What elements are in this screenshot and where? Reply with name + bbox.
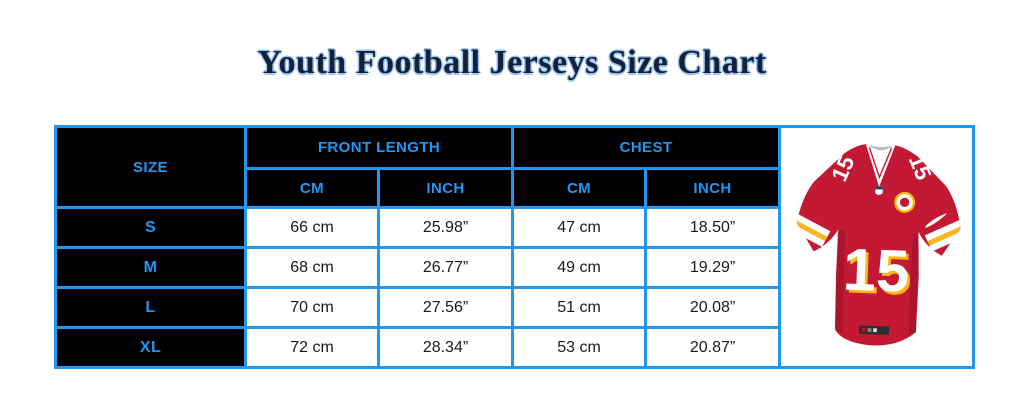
- front-inch-l: 27.56”: [376, 286, 515, 329]
- header-row-groups: SIZE FRONT LENGTH CHEST: [54, 125, 976, 369]
- col-header-front-cm: CM: [244, 167, 380, 209]
- front-cm-s: 66 cm: [244, 206, 380, 249]
- table-row-l: L 70 cm 27.56” 51 cm 20.08”: [54, 286, 974, 329]
- col-header-chest-inch: INCH: [644, 167, 782, 209]
- col-header-front-length: FRONT LENGTH: [243, 125, 515, 170]
- jersey-graphic: 15 15: [792, 143, 963, 346]
- chest-inch-m: 19.29”: [644, 246, 782, 289]
- jock-tag: [858, 325, 889, 335]
- front-cm-l: 70 cm: [244, 286, 380, 329]
- chest-inch-l: 20.08”: [644, 286, 782, 329]
- chest-inch-xl: 20.87”: [644, 326, 782, 369]
- nike-swoosh-icon: [924, 213, 947, 229]
- col-header-front-inch: INCH: [376, 167, 515, 209]
- chest-cm-xl: 53 cm: [511, 326, 648, 369]
- col-header-size: SIZE: [54, 125, 247, 209]
- page-title: Youth Football Jerseys Size Chart: [257, 44, 767, 81]
- size-label-s: S: [54, 206, 247, 249]
- collar-back-band: [867, 144, 894, 151]
- table-row-xl: XL 72 cm 28.34” 53 cm 20.87”: [54, 326, 974, 369]
- size-label-l: L: [54, 286, 247, 329]
- size-label-xl: XL: [54, 326, 247, 369]
- header-row-units: CM INCH CM INCH: [56, 167, 974, 209]
- chest-cm-m: 49 cm: [511, 246, 648, 289]
- size-label-m: M: [54, 246, 247, 289]
- jersey-number: 15: [841, 236, 910, 305]
- collar-inner-line: [868, 146, 892, 180]
- col-header-chest: CHEST: [511, 125, 782, 170]
- front-inch-m: 26.77”: [376, 246, 515, 289]
- jersey-side-mesh-left: [834, 228, 845, 334]
- team-patch-icon: [893, 191, 915, 213]
- nfl-shield-icon: [874, 186, 883, 195]
- collar-trim: [865, 143, 895, 187]
- front-inch-xl: 28.34”: [376, 326, 515, 369]
- front-cm-xl: 72 cm: [244, 326, 380, 369]
- table-row-m: M 68 cm 26.77” 49 cm 19.29”: [54, 246, 974, 289]
- chest-cm-l: 51 cm: [511, 286, 648, 329]
- jersey-number-shadow: 15: [844, 238, 913, 307]
- jersey-photo-cell: 15 15: [778, 125, 976, 369]
- size-chart-table: SIZE FRONT LENGTH CHEST: [54, 125, 976, 369]
- table-row-s: S 66 cm 25.98” 47 cm 18.50”: [54, 206, 974, 249]
- col-header-chest-cm: CM: [511, 167, 648, 209]
- jersey-body: [796, 144, 960, 346]
- chest-cm-s: 47 cm: [511, 206, 648, 249]
- front-cm-m: 68 cm: [244, 246, 380, 289]
- front-inch-s: 25.98”: [376, 206, 515, 249]
- jersey-side-mesh-right: [907, 231, 918, 336]
- chest-inch-s: 18.50”: [644, 206, 782, 249]
